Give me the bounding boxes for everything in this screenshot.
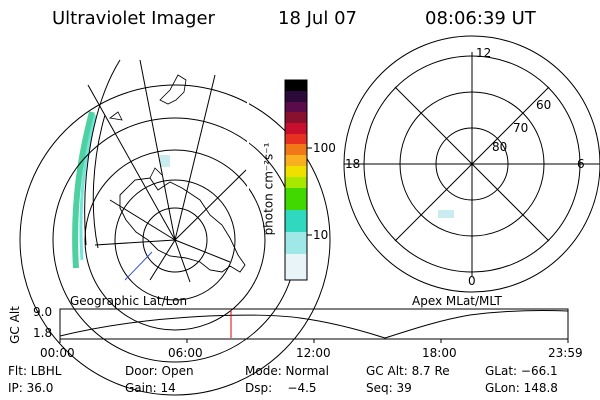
footer-glon: GLon: 148.8 xyxy=(485,381,558,395)
mlt-label-12: 12 xyxy=(476,46,492,60)
mlat-label-70: 70 xyxy=(513,121,529,135)
colorbar-tick-10: 10 xyxy=(313,228,329,242)
footer-gain: Gain: 14 xyxy=(125,381,176,395)
footer-filter: Flt: LBHL xyxy=(8,364,62,378)
mlt-label-0: 0 xyxy=(468,274,476,288)
gc-alt-timeline xyxy=(59,308,569,343)
footer-dsp: Dsp: −4.5 xyxy=(245,381,317,395)
date-label: 18 Jul 07 xyxy=(278,8,357,29)
timeline-ytick-9: 9.0 xyxy=(33,305,53,319)
color-bar xyxy=(284,79,312,281)
timeline-xtick-6: 06:00 xyxy=(168,346,203,360)
footer-glat: GLat: −66.1 xyxy=(485,364,558,378)
timeline-xtick-12: 12:00 xyxy=(296,346,331,360)
footer-seq: Seq: 39 xyxy=(366,381,412,395)
footer-ip: IP: 36.0 xyxy=(8,381,54,395)
timeline-ylabel: GC Alt xyxy=(7,306,22,344)
geographic-map xyxy=(19,59,331,396)
instrument-title: Ultraviolet Imager xyxy=(52,8,215,29)
timeline-xtick-end: 23:59 xyxy=(548,346,583,360)
mlt-label-6: 6 xyxy=(577,157,585,171)
footer-gc-alt: GC Alt: 8.7 Re xyxy=(366,364,450,378)
polar-grid xyxy=(343,35,600,293)
geographic-caption: Geographic Lat/Lon xyxy=(70,294,188,308)
timeline-ytick-1-8: 1.8 xyxy=(33,326,53,340)
mlat-label-80: 80 xyxy=(492,140,508,154)
mlt-label-18: 18 xyxy=(345,157,361,171)
footer-door: Door: Open xyxy=(125,364,194,378)
colorbar-tick-100: 100 xyxy=(313,141,336,155)
timeline-xtick-0: 00:00 xyxy=(40,346,75,360)
footer-mode: Mode: Normal xyxy=(245,364,329,378)
timeline-xtick-18: 18:00 xyxy=(422,346,457,360)
colorbar-unit-label: photon cm⁻²s⁻¹ xyxy=(261,142,276,236)
time-label: 08:06:39 UT xyxy=(425,8,536,29)
mlat-label-60: 60 xyxy=(536,98,552,112)
apex-caption: Apex MLat/MLT xyxy=(412,294,502,308)
